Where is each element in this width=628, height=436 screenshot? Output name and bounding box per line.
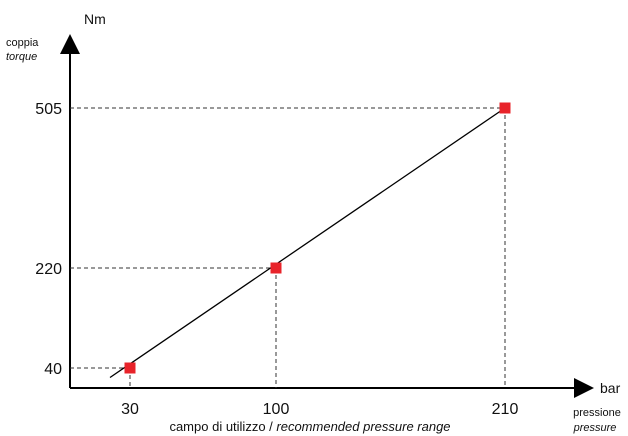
y-tick-label: 40: [44, 361, 62, 378]
range-caption-it: campo di utilizzo /: [169, 419, 276, 434]
range-caption-en: recommended pressure range: [276, 419, 450, 434]
x-tick-label: 210: [492, 401, 519, 418]
y-axis-label-en: torque: [6, 51, 37, 63]
y-axis-unit: Nm: [84, 11, 106, 27]
data-point: [124, 362, 136, 374]
range-caption: campo di utilizzo / recommended pressure…: [169, 419, 450, 434]
y-axis-label: coppia: [6, 37, 39, 49]
data-point: [499, 102, 511, 114]
x-tick-label: 100: [263, 401, 290, 418]
series-line: [109, 107, 506, 379]
x-axis-label: pressione: [573, 407, 621, 419]
x-tick-label: 30: [121, 401, 139, 418]
x-axis-arrow: [574, 378, 594, 398]
y-tick-label: 505: [35, 101, 62, 118]
data-point: [270, 262, 282, 274]
y-tick-label: 220: [35, 261, 62, 278]
x-axis-label-en: pressure: [573, 422, 617, 434]
y-axis-arrow: [60, 34, 80, 54]
x-axis-unit: bar: [600, 380, 621, 396]
